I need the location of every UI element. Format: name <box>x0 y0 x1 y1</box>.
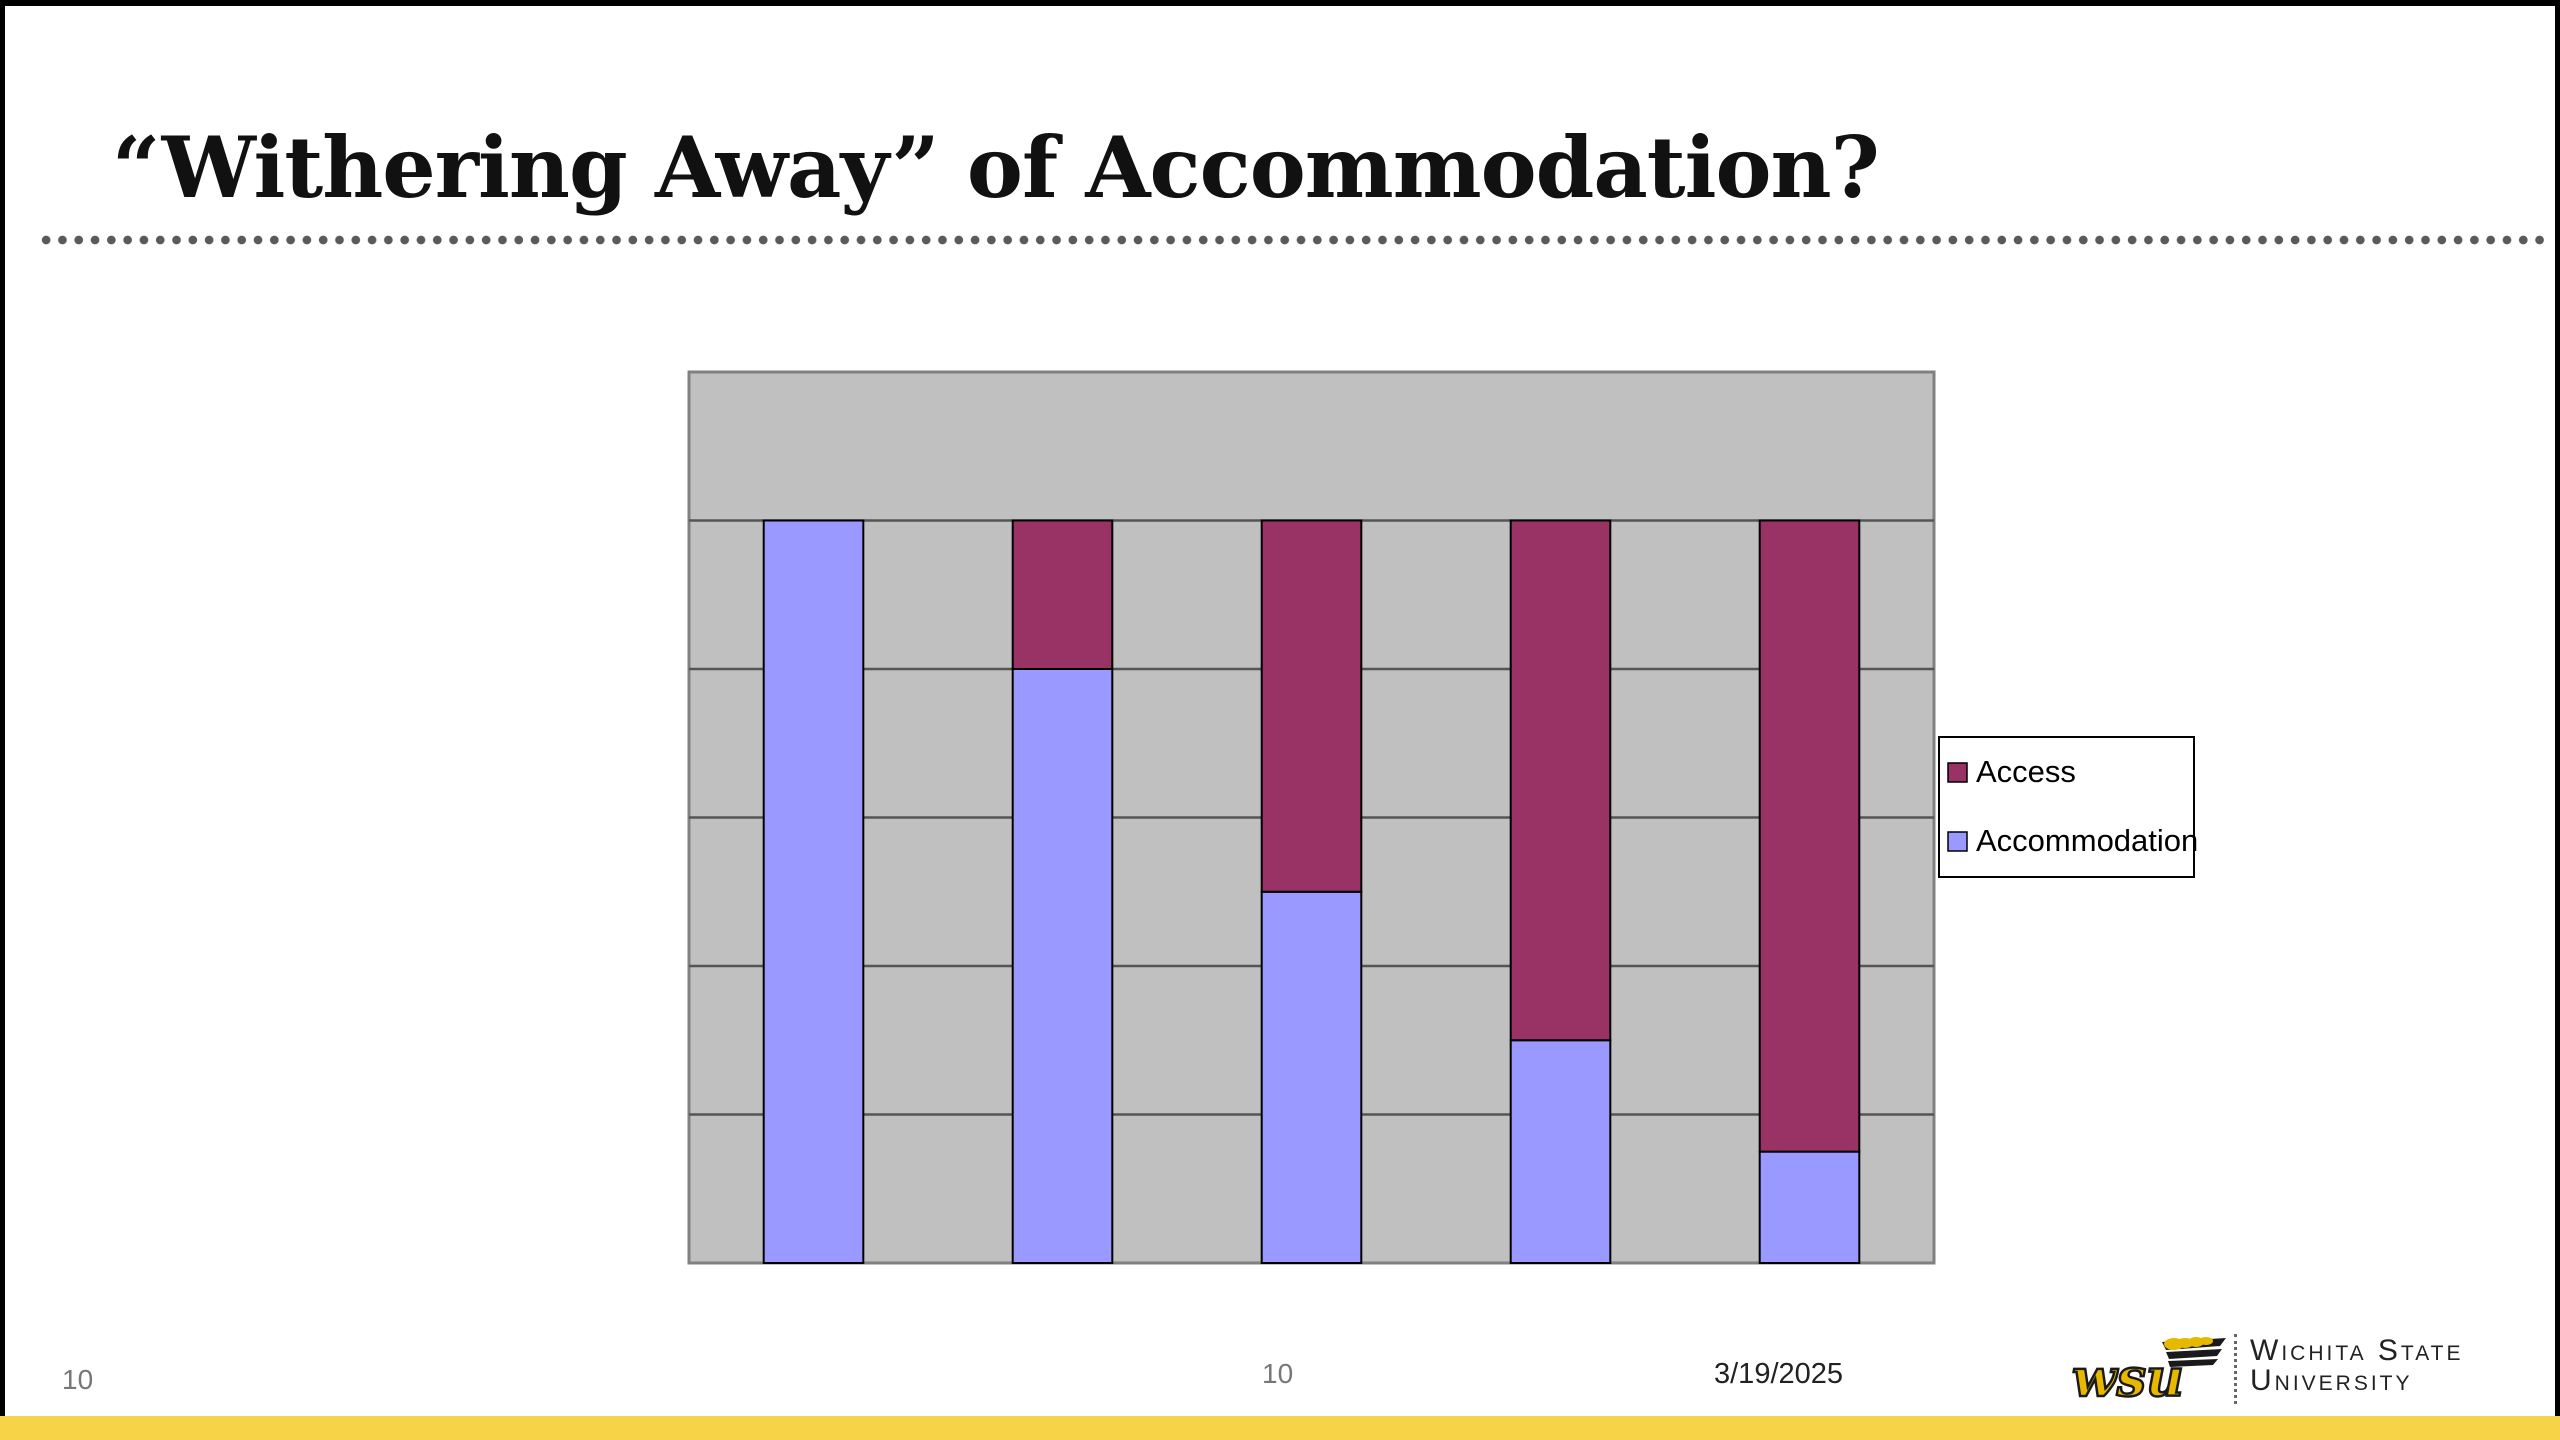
legend-label-access: Access <box>1976 754 2076 789</box>
footer-accent-bar <box>0 1416 2560 1440</box>
bars <box>762 519 1861 1264</box>
wsu-shocker-logo-icon: wsu <box>2071 1337 2226 1406</box>
slide-center-number: 10 <box>1262 1358 1294 1389</box>
bar-access-5 <box>1758 519 1861 1153</box>
legend-swatch-access <box>1947 762 1968 783</box>
bar-access-3 <box>1260 519 1363 893</box>
bar-accommodation-5 <box>1758 1150 1861 1264</box>
slide-date: 3/19/2025 <box>1714 1358 1844 1390</box>
bar-access-2 <box>1011 519 1114 670</box>
slide-number: 10 <box>62 1364 94 1395</box>
legend-label-accommodation: Accommodation <box>1976 823 2198 858</box>
title-dotted-divider <box>38 234 2546 246</box>
bar-accommodation-1 <box>762 519 865 1264</box>
bar-accommodation-4 <box>1509 1039 1612 1264</box>
bar-access-4 <box>1509 519 1612 1042</box>
university-wordmark: Wichita State University <box>2250 1336 2464 1396</box>
legend-swatch-accommodation <box>1947 831 1968 852</box>
wsu-mark-text: wsu <box>2072 1348 2184 1406</box>
wsu-logo: wsu Wichita State University <box>2064 1328 2526 1408</box>
legend: Access Accommodation <box>1938 736 2198 878</box>
wordmark-line-2: University <box>2250 1364 2413 1397</box>
slide-title: “Withering Away” of Accommodation? <box>112 118 1880 217</box>
bar-accommodation-3 <box>1260 890 1363 1264</box>
wordmark-line-1: Wichita State <box>2250 1334 2464 1367</box>
logo-divider <box>2234 1334 2239 1404</box>
legend-box <box>1938 736 2195 878</box>
bar-accommodation-2 <box>1011 668 1114 1264</box>
